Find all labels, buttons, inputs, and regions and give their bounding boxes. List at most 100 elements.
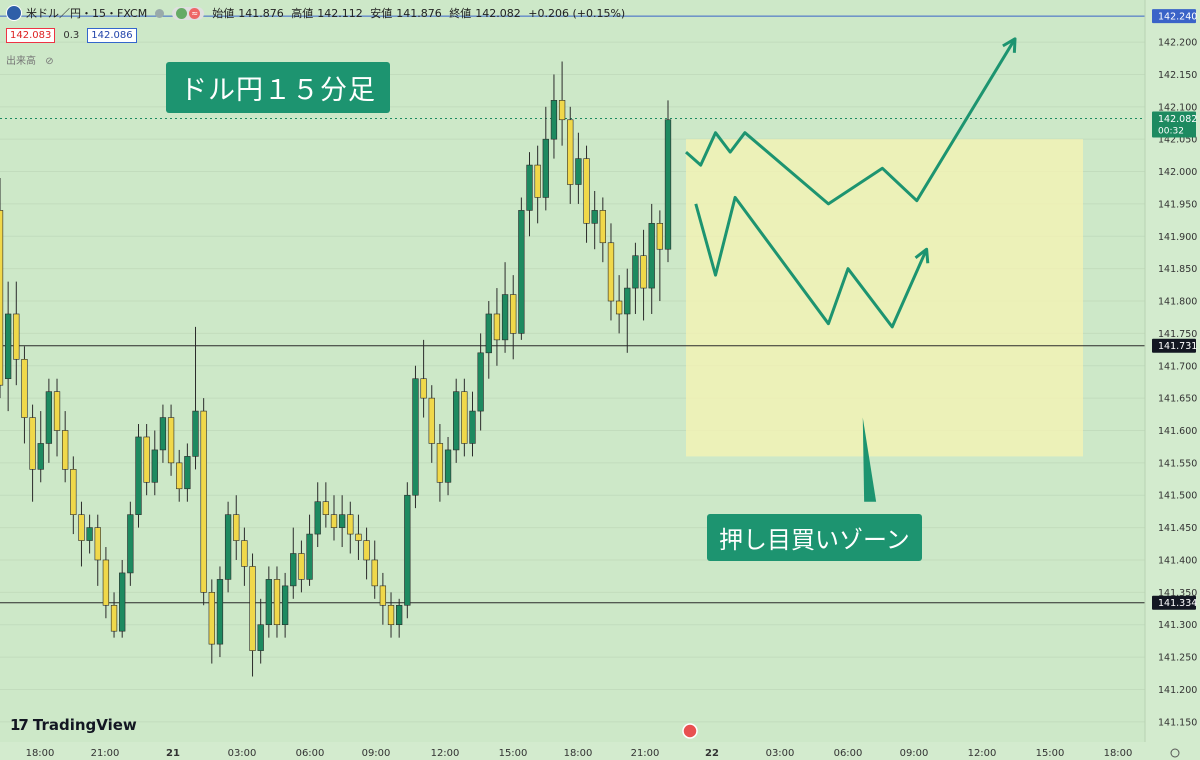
candle	[558, 61, 566, 146]
candle	[428, 385, 435, 463]
symbol-label[interactable]: 米ドル／円・15・FXCM	[26, 7, 148, 20]
candle	[526, 152, 533, 237]
candle	[444, 436, 452, 496]
candle	[518, 197, 525, 340]
settings-icon	[1170, 748, 1180, 758]
x-tick-label: 15:00	[499, 748, 528, 759]
candle	[37, 411, 44, 483]
candle-body	[241, 540, 248, 567]
candle	[664, 100, 672, 263]
candle-body	[558, 100, 566, 121]
candle-body	[159, 417, 167, 451]
x-tick-label: 09:00	[362, 748, 391, 759]
open-value: 141.876	[238, 7, 284, 20]
y-tick-label: 141.750	[1158, 329, 1197, 340]
candle-body	[135, 436, 142, 515]
x-tick-label: 18:00	[564, 748, 593, 759]
candle-body	[371, 559, 378, 587]
candle-body	[518, 210, 525, 334]
wave-icon: ≈	[189, 7, 201, 19]
candle	[567, 106, 574, 204]
candle	[469, 391, 476, 457]
x-tick-label: 12:00	[431, 748, 460, 759]
candle	[404, 482, 411, 619]
zone-pointer	[862, 417, 877, 502]
tradingview-logo[interactable]: 17 TradingView	[10, 716, 137, 734]
candle-body	[184, 456, 191, 490]
candle-body	[436, 443, 444, 483]
y-tick-label: 141.550	[1158, 458, 1197, 469]
candle-body	[249, 566, 256, 651]
candle	[159, 404, 167, 463]
candle-body	[396, 604, 403, 626]
x-tick-label: 09:00	[900, 748, 929, 759]
x-tick-label: 21:00	[91, 748, 120, 759]
chart-title-annotation: ドル円１５分足	[166, 62, 390, 113]
candle	[257, 598, 264, 664]
y-tick-label: 141.200	[1158, 685, 1197, 696]
candle	[298, 540, 305, 593]
candle	[599, 197, 606, 263]
candle	[21, 346, 28, 444]
candle-body	[583, 158, 590, 224]
candle	[241, 527, 248, 586]
candle-body	[314, 501, 321, 535]
y-tick-label: 141.500	[1158, 491, 1197, 502]
candle-body	[200, 410, 207, 593]
candle	[314, 482, 321, 548]
candle-body	[444, 449, 452, 483]
tv-logo-icon: 17	[10, 716, 29, 734]
x-tick-label: 06:00	[296, 748, 325, 759]
candle-body	[534, 164, 541, 198]
eye-hidden-icon[interactable]: ⊘	[45, 56, 54, 67]
candle-body	[29, 417, 36, 470]
y-tick-label: 141.900	[1158, 232, 1197, 243]
candle	[632, 242, 639, 314]
time-axis	[0, 742, 1200, 760]
price-label: 141.731	[1158, 341, 1197, 352]
candle-body	[420, 378, 427, 399]
green-dot-icon	[176, 7, 188, 19]
y-tick-label: 141.700	[1158, 361, 1197, 372]
candle	[110, 592, 118, 638]
buy-zone-annotation: 押し目買いゾーン	[707, 514, 922, 561]
candle	[86, 514, 93, 554]
candle-body	[567, 119, 574, 185]
candle-body	[13, 313, 20, 360]
candle	[265, 566, 272, 638]
y-tick-label: 141.950	[1158, 199, 1197, 210]
candle	[135, 424, 142, 528]
candle	[542, 106, 549, 211]
volume-label[interactable]: 出来高 ⊘	[6, 52, 54, 67]
price-label-bg	[1152, 595, 1196, 610]
indicator-pill[interactable]: ≈	[172, 6, 205, 20]
candle	[290, 527, 297, 599]
candle-body	[53, 391, 61, 431]
candle	[493, 288, 501, 366]
x-tick-label: 21	[166, 748, 180, 759]
x-tick-label: 15:00	[1036, 748, 1065, 759]
price-label-current-bg	[1152, 111, 1196, 138]
candle	[306, 514, 313, 586]
candle-body	[290, 553, 297, 587]
y-tick-label: 141.850	[1158, 264, 1197, 275]
bid-button[interactable]: 142.083	[6, 28, 56, 43]
candle-body	[21, 358, 28, 418]
candle-body	[412, 378, 419, 496]
candle-body	[143, 436, 150, 483]
candle-body	[127, 514, 134, 574]
candle	[330, 495, 338, 541]
candle-body	[461, 391, 468, 444]
candle-body	[453, 391, 460, 451]
candle-body	[102, 559, 110, 606]
candle-body	[0, 210, 4, 386]
candle-body	[94, 527, 101, 561]
brand-name: TradingView	[32, 716, 137, 734]
y-tick-label: 141.250	[1158, 653, 1197, 664]
candle-body	[363, 540, 370, 561]
ask-button[interactable]: 142.086	[87, 28, 137, 43]
y-tick-label: 141.650	[1158, 394, 1197, 405]
candle	[575, 132, 582, 204]
